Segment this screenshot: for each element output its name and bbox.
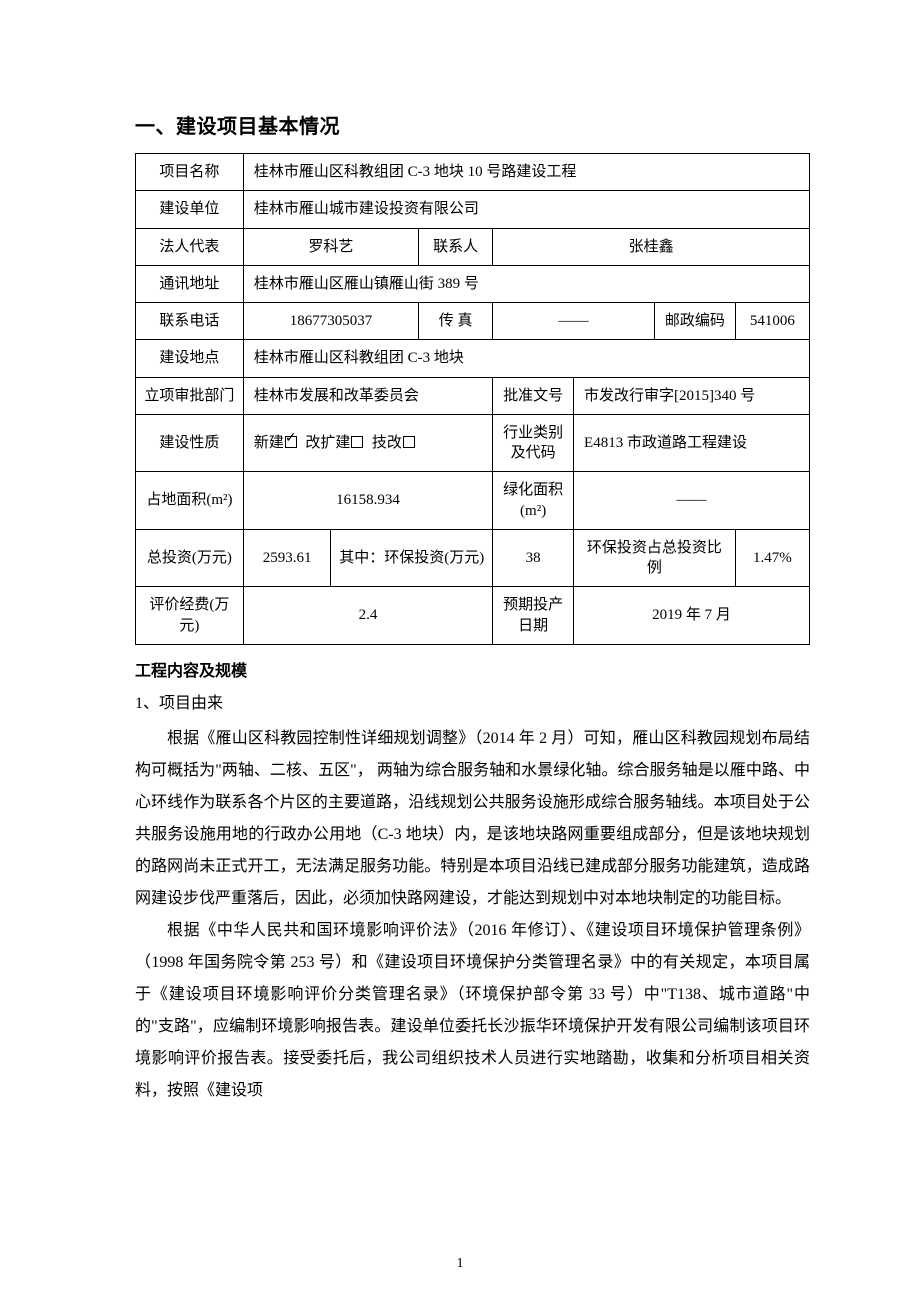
cell-label: 预期投产日期 [493, 587, 574, 645]
cell-label: 行业类别及代码 [493, 414, 574, 472]
cell-value: 2019 年 7 月 [574, 587, 810, 645]
table-row: 评价经费(万元) 2.4 预期投产日期 2019 年 7 月 [136, 587, 810, 645]
cell-value: 市发改行审字[2015]340 号 [574, 377, 810, 414]
cell-label: 环保投资占总投资比例 [574, 529, 736, 587]
cell-label: 批准文号 [493, 377, 574, 414]
table-row: 建设地点 桂林市雁山区科教组团 C-3 地块 [136, 340, 810, 377]
table-row: 立项审批部门 桂林市发展和改革委员会 批准文号 市发改行审字[2015]340 … [136, 377, 810, 414]
opt-new: 新建 [254, 435, 284, 451]
cell-value: 2.4 [243, 587, 492, 645]
cell-label: 项目名称 [136, 154, 244, 191]
cell-value: 桂林市雁山区科教组团 C-3 地块 10 号路建设工程 [243, 154, 809, 191]
cell-build-nature: 新建 改扩建 技改 [243, 414, 492, 472]
list-number-line: 1、项目由来 [135, 689, 810, 713]
subsection-title: 工程内容及规模 [135, 657, 810, 681]
cell-value: 541006 [735, 303, 809, 340]
cell-label: 建设地点 [136, 340, 244, 377]
cell-value: 桂林市发展和改革委员会 [243, 377, 492, 414]
cell-value: 16158.934 [243, 472, 492, 530]
opt-tech: 技改 [372, 435, 402, 451]
cell-label: 总投资(万元) [136, 529, 244, 587]
cell-label: 绿化面积(m²) [493, 472, 574, 530]
table-row: 总投资(万元) 2593.61 其中：环保投资(万元) 38 环保投资占总投资比… [136, 529, 810, 587]
document-page: 一、建设项目基本情况 项目名称 桂林市雁山区科教组团 C-3 地块 10 号路建… [0, 0, 920, 1302]
cell-label: 其中：环保投资(万元) [331, 529, 493, 587]
cell-label: 邮政编码 [654, 303, 735, 340]
table-row: 通讯地址 桂林市雁山区雁山镇雁山街 389 号 [136, 265, 810, 302]
opt-expand: 改扩建 [305, 435, 350, 451]
checkbox-icon [403, 436, 415, 448]
cell-value: —— [493, 303, 655, 340]
cell-label: 联系电话 [136, 303, 244, 340]
table-row: 联系电话 18677305037 传 真 —— 邮政编码 541006 [136, 303, 810, 340]
checkbox-checked-icon [285, 436, 297, 448]
cell-value: 罗科艺 [243, 228, 418, 265]
cell-label: 占地面积(m²) [136, 472, 244, 530]
body-paragraph: 根据《雁山区科教园控制性详细规划调整》（2014 年 2 月）可知，雁山区科教园… [135, 723, 810, 915]
cell-value: 1.47% [735, 529, 809, 587]
cell-value: 38 [493, 529, 574, 587]
table-row: 建设性质 新建 改扩建 技改 行业类别及代码 E4813 市政道路工程建设 [136, 414, 810, 472]
cell-label: 法人代表 [136, 228, 244, 265]
project-info-table: 项目名称 桂林市雁山区科教组团 C-3 地块 10 号路建设工程 建设单位 桂林… [135, 153, 810, 645]
table-row: 项目名称 桂林市雁山区科教组团 C-3 地块 10 号路建设工程 [136, 154, 810, 191]
cell-value: 张桂鑫 [493, 228, 810, 265]
checkbox-icon [351, 436, 363, 448]
cell-value: E4813 市政道路工程建设 [574, 414, 810, 472]
cell-label: 建设单位 [136, 191, 244, 228]
cell-label: 建设性质 [136, 414, 244, 472]
cell-label: 通讯地址 [136, 265, 244, 302]
cell-label: 传 真 [419, 303, 493, 340]
cell-value: 桂林市雁山区雁山镇雁山街 389 号 [243, 265, 809, 302]
cell-value: 桂林市雁山城市建设投资有限公司 [243, 191, 809, 228]
body-paragraph: 根据《中华人民共和国环境影响评价法》（2016 年修订）、《建设项目环境保护管理… [135, 915, 810, 1107]
page-number: 1 [0, 1256, 920, 1272]
section-heading: 一、建设项目基本情况 [135, 110, 810, 139]
cell-value: 2593.61 [243, 529, 331, 587]
cell-value: 18677305037 [243, 303, 418, 340]
table-row: 建设单位 桂林市雁山城市建设投资有限公司 [136, 191, 810, 228]
cell-label: 评价经费(万元) [136, 587, 244, 645]
table-row: 占地面积(m²) 16158.934 绿化面积(m²) —— [136, 472, 810, 530]
cell-label: 立项审批部门 [136, 377, 244, 414]
table-row: 法人代表 罗科艺 联系人 张桂鑫 [136, 228, 810, 265]
cell-value: 桂林市雁山区科教组团 C-3 地块 [243, 340, 809, 377]
cell-label: 联系人 [419, 228, 493, 265]
cell-value: —— [574, 472, 810, 530]
